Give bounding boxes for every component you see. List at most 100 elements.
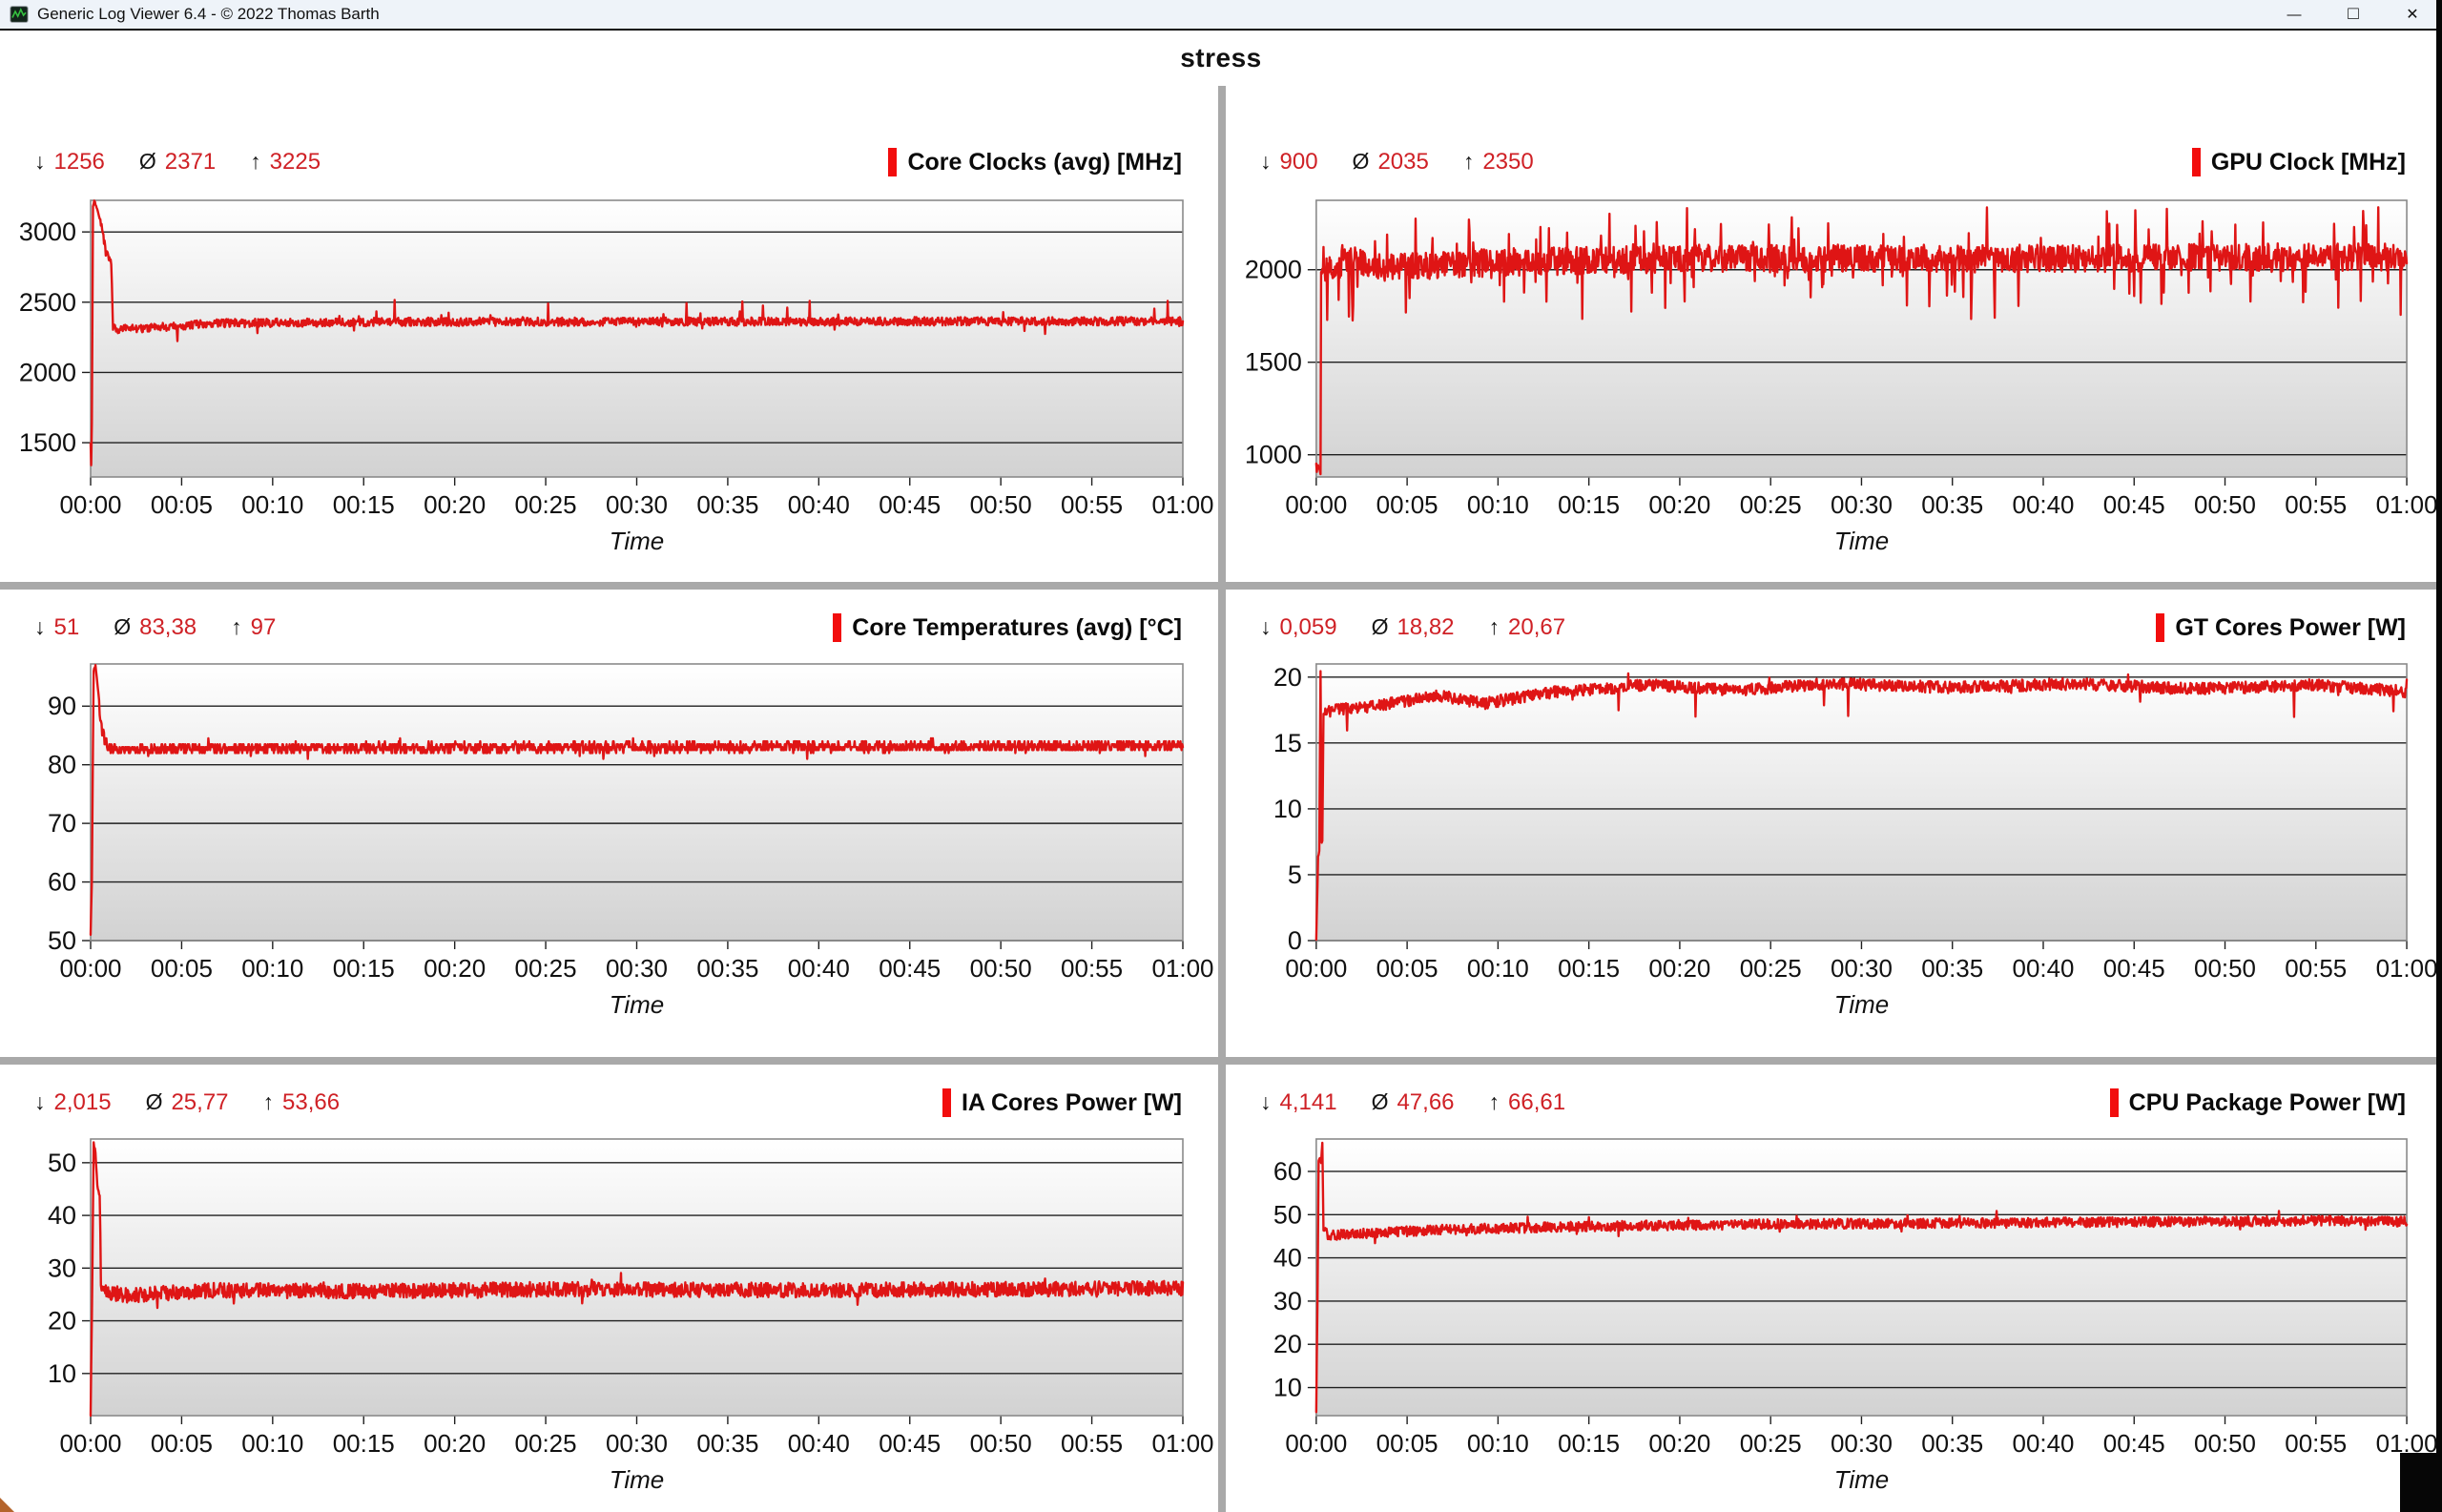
stats-row: ↓ 900 Ø 2035 ↑ 2350 xyxy=(1260,149,1534,176)
chart-title-text: Core Clocks (avg) [MHz] xyxy=(907,148,1182,176)
svg-text:00:55: 00:55 xyxy=(1061,954,1123,983)
stat-avg-value: 2035 xyxy=(1377,149,1429,175)
svg-text:00:40: 00:40 xyxy=(2013,954,2075,983)
stat-max: ↑ 66,61 xyxy=(1489,1089,1566,1116)
stats-row: ↓ 2,015 Ø 25,77 ↑ 53,66 xyxy=(34,1089,340,1116)
svg-text:00:40: 00:40 xyxy=(2013,490,2075,519)
svg-text:Time: Time xyxy=(1834,527,1889,555)
svg-text:00:20: 00:20 xyxy=(1648,490,1710,519)
stat-max: ↑ 53,66 xyxy=(263,1089,341,1116)
svg-text:00:20: 00:20 xyxy=(424,1429,486,1458)
svg-text:10: 10 xyxy=(1273,795,1302,823)
svg-text:15: 15 xyxy=(1273,729,1302,757)
svg-text:00:40: 00:40 xyxy=(788,954,850,983)
svg-text:00:00: 00:00 xyxy=(59,490,121,519)
svg-text:00:40: 00:40 xyxy=(788,490,850,519)
maximize-button[interactable]: □ xyxy=(2324,0,2383,29)
core-temperatures-chart: 50 60 70 80 90 00:00 00:05 00:10 00:15 00:20 00:25… xyxy=(48,663,1214,1019)
svg-text:00:45: 00:45 xyxy=(2103,490,2165,519)
stat-min: ↓ 4,141 xyxy=(1260,1089,1337,1116)
svg-text:00:00: 00:00 xyxy=(1285,1429,1347,1458)
svg-text:00:10: 00:10 xyxy=(241,954,303,983)
legend-color-bar xyxy=(833,613,842,642)
svg-text:00:05: 00:05 xyxy=(1376,954,1438,983)
svg-text:00:55: 00:55 xyxy=(1061,490,1123,519)
stat-min-value: 1256 xyxy=(53,149,105,175)
chart-panel-gt-cores-power: ↓ 0,059 Ø 18,82 ↑ 20,67 GT Cores Power [W] … xyxy=(1226,590,2442,1057)
window-titlebar[interactable]: Generic Log Viewer 6.4 - © 2022 Thomas B… xyxy=(0,0,2442,31)
minimize-button[interactable]: — xyxy=(2265,0,2324,29)
stat-min-value: 900 xyxy=(1279,149,1318,175)
svg-text:00:50: 00:50 xyxy=(2194,1429,2256,1458)
svg-text:00:30: 00:30 xyxy=(1831,954,1893,983)
svg-text:01:00: 01:00 xyxy=(1151,1429,1213,1458)
stat-min: ↓ 2,015 xyxy=(34,1089,112,1116)
legend-color-bar xyxy=(2109,1088,2119,1117)
svg-text:50: 50 xyxy=(48,1149,76,1177)
chart-panel-core-clocks: ↓ 1256 Ø 2371 ↑ 3225 Core Clocks (avg) [MHz… xyxy=(0,86,1218,582)
svg-text:00:50: 00:50 xyxy=(2194,954,2256,983)
svg-text:00:25: 00:25 xyxy=(515,954,577,983)
svg-text:00:15: 00:15 xyxy=(333,1429,395,1458)
window-controls: — □ ✕ xyxy=(2265,0,2442,29)
desktop-edge-strip xyxy=(2436,0,2442,1512)
svg-text:01:00: 01:00 xyxy=(2376,954,2438,983)
svg-text:01:00: 01:00 xyxy=(1151,954,1213,983)
svg-text:00:45: 00:45 xyxy=(879,1429,941,1458)
svg-text:1500: 1500 xyxy=(1245,348,1302,377)
min-arrow-icon: ↓ xyxy=(1260,1089,1272,1114)
avg-symbol-icon: Ø xyxy=(114,614,132,639)
panel-header: ↓ 1256 Ø 2371 ↑ 3225 Core Clocks (avg) [MHz… xyxy=(0,139,1218,185)
stat-max-value: 20,67 xyxy=(1508,614,1566,640)
stat-min-value: 51 xyxy=(53,614,80,640)
chart-title: GPU Clock [MHz] xyxy=(2191,148,2406,176)
panel-header: ↓ 900 Ø 2035 ↑ 2350 GPU Clock [MHz] xyxy=(1226,139,2442,185)
stat-avg-value: 18,82 xyxy=(1397,614,1455,640)
svg-text:00:05: 00:05 xyxy=(151,490,213,519)
max-arrow-icon: ↑ xyxy=(250,149,261,174)
stat-max-value: 97 xyxy=(250,614,277,640)
stat-avg: Ø 83,38 xyxy=(114,614,197,641)
core-clocks-chart: 1500 2000 2500 3000 00:00 00:05 00:10 00:15 00:2… xyxy=(19,199,1214,555)
min-arrow-icon: ↓ xyxy=(34,149,46,174)
max-arrow-icon: ↑ xyxy=(262,1089,275,1114)
svg-text:00:15: 00:15 xyxy=(1558,954,1620,983)
window-title: Generic Log Viewer 6.4 - © 2022 Thomas B… xyxy=(37,5,380,23)
stat-avg: Ø 18,82 xyxy=(1372,614,1455,641)
svg-text:00:45: 00:45 xyxy=(879,954,941,983)
svg-text:00:30: 00:30 xyxy=(606,490,668,519)
stats-row: ↓ 51 Ø 83,38 ↑ 97 xyxy=(34,614,276,641)
legend-color-bar xyxy=(2191,148,2201,176)
svg-text:40: 40 xyxy=(48,1201,76,1230)
svg-text:00:25: 00:25 xyxy=(1740,1429,1802,1458)
svg-text:2000: 2000 xyxy=(1245,256,1302,284)
app-icon xyxy=(10,5,29,24)
svg-text:00:35: 00:35 xyxy=(696,490,758,519)
svg-text:00:00: 00:00 xyxy=(1285,954,1347,983)
svg-text:00:25: 00:25 xyxy=(515,490,577,519)
panel-header: ↓ 4,141 Ø 47,66 ↑ 66,61 CPU Package Power [… xyxy=(1226,1080,2442,1126)
log-title: stress xyxy=(1180,43,1262,72)
log-header: stress xyxy=(0,31,2442,86)
svg-text:00:20: 00:20 xyxy=(424,954,486,983)
avg-symbol-icon: Ø xyxy=(1352,149,1370,174)
max-arrow-icon: ↑ xyxy=(1488,1089,1500,1114)
svg-text:50: 50 xyxy=(1273,1200,1302,1229)
svg-text:00:35: 00:35 xyxy=(696,954,758,983)
chart-title-text: IA Cores Power [W] xyxy=(961,1088,1182,1116)
close-button[interactable]: ✕ xyxy=(2383,0,2442,29)
svg-text:00:10: 00:10 xyxy=(1467,490,1529,519)
desktop-corner-bottom-right xyxy=(2400,1453,2442,1512)
svg-text:00:55: 00:55 xyxy=(2285,954,2347,983)
avg-symbol-icon: Ø xyxy=(1371,614,1389,639)
svg-text:00:15: 00:15 xyxy=(333,954,395,983)
svg-text:00:20: 00:20 xyxy=(424,490,486,519)
svg-text:01:00: 01:00 xyxy=(1151,490,1213,519)
svg-text:90: 90 xyxy=(48,692,76,720)
svg-text:00:10: 00:10 xyxy=(1467,954,1529,983)
ia-cores-power-chart: 10 20 30 40 50 00:00 00:05 00:10 00:15 00:20 00:25… xyxy=(48,1138,1214,1494)
chart-panel-ia-cores-power: ↓ 2,015 Ø 25,77 ↑ 53,66 IA Cores Power [W] … xyxy=(0,1065,1218,1512)
stat-avg: Ø 25,77 xyxy=(146,1089,229,1116)
svg-text:00:50: 00:50 xyxy=(2194,490,2256,519)
svg-text:1500: 1500 xyxy=(19,428,76,457)
